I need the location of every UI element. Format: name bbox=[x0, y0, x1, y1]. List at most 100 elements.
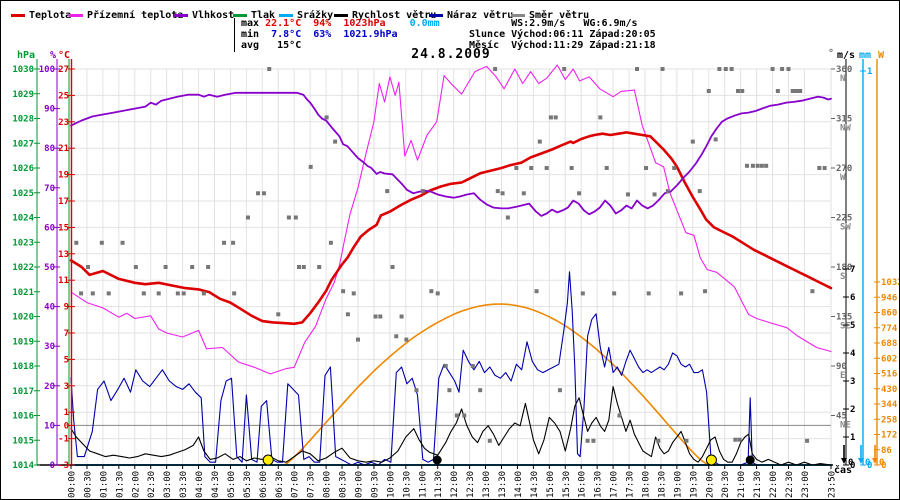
wind-direction-dot bbox=[435, 291, 440, 296]
x-tick-label: 21:30 bbox=[753, 471, 763, 498]
axis-tick-label: 1020 bbox=[12, 313, 34, 323]
axis-tick-label: 0 bbox=[848, 458, 853, 468]
wind-direction-dot bbox=[478, 388, 483, 393]
x-tick-label: 19:30 bbox=[689, 471, 699, 498]
wind-direction-dot bbox=[462, 413, 467, 418]
x-tick-label: 15:00 bbox=[546, 471, 556, 498]
axis-tick-label: -3 bbox=[58, 461, 69, 471]
x-tick-label: 05:00 bbox=[227, 471, 237, 498]
legend-item-3: Tlak bbox=[233, 5, 275, 21]
wind-direction-dot bbox=[585, 438, 590, 443]
wind-direction-dot bbox=[750, 163, 755, 168]
x-tick-label: 17:30 bbox=[626, 471, 636, 498]
wind-direction-dot bbox=[733, 437, 738, 442]
axis-tick-label: 1017 bbox=[12, 387, 34, 397]
axis-tick-label: 1014 bbox=[12, 461, 34, 471]
x-tick-label: 08:30 bbox=[339, 471, 349, 498]
axis-tick-label: 11 bbox=[58, 276, 69, 286]
axis-tick-label: 180 bbox=[836, 263, 852, 273]
wind-direction-dot bbox=[454, 413, 459, 418]
axis-tick-label: m/s bbox=[837, 50, 855, 61]
legend-label: Vlhkost bbox=[192, 10, 235, 21]
x-tick-label: 14:30 bbox=[530, 471, 540, 498]
legend-item-4: Srážky bbox=[279, 5, 333, 21]
axis-tick-label: NE bbox=[840, 421, 851, 431]
wind-direction-dot bbox=[373, 314, 378, 319]
x-tick-label: 18:30 bbox=[657, 471, 667, 498]
legend-item-1: Přízemní teplota bbox=[69, 5, 183, 21]
legend-swatch-icon bbox=[233, 14, 247, 17]
axis-tick-label: 1032 bbox=[881, 278, 899, 288]
axis-tick-label: W bbox=[878, 50, 885, 61]
x-tick-label: 02:00 bbox=[131, 471, 141, 498]
wind-direction-dot bbox=[617, 413, 622, 418]
wind-direction-dot bbox=[120, 240, 125, 245]
sun-marker-icon bbox=[705, 454, 717, 466]
stats-row: avg 15°C bbox=[241, 40, 302, 51]
wind-direction-dot bbox=[553, 115, 558, 120]
x-tick-label: 05:30 bbox=[243, 471, 253, 498]
wind-direction-dot bbox=[99, 240, 104, 245]
axis-tick-label: hPa bbox=[17, 50, 35, 61]
legend-label: Rychlost větru bbox=[352, 10, 437, 21]
axis-tick-label: ° bbox=[828, 48, 834, 59]
wind-direction-dot bbox=[562, 67, 567, 71]
axis-zero-arrow-icon bbox=[841, 458, 847, 464]
wind-direction-dot bbox=[163, 265, 168, 269]
axis-tick-label: 90 bbox=[44, 105, 55, 115]
wind-direction-dot bbox=[810, 289, 815, 294]
stats-block: max 22.1°C 94% 1023hPa 0.0mm min 7.8°C 63… bbox=[241, 18, 440, 51]
wind-direction-dot bbox=[351, 291, 356, 296]
axis-zero-arrow-icon bbox=[858, 458, 864, 464]
wind-direction-dot bbox=[256, 191, 261, 196]
axis-tick-label: 5 bbox=[64, 355, 69, 365]
wind-direction-dot bbox=[598, 115, 603, 120]
axis-tick-label: 1 bbox=[64, 408, 69, 418]
wind-direction-dot bbox=[79, 291, 84, 296]
wind-direction-dot bbox=[222, 240, 227, 245]
axis-tick-label: 135 bbox=[836, 313, 852, 323]
axis-tick-label: 7 bbox=[64, 329, 69, 339]
wind-direction-dot bbox=[301, 265, 306, 269]
legend-swatch-icon bbox=[174, 14, 188, 17]
axis-tick-label: W bbox=[840, 173, 846, 183]
axis-tick-label: 0 bbox=[850, 461, 855, 471]
wind-direction-dot bbox=[690, 139, 695, 144]
stats-divider bbox=[234, 18, 235, 52]
wind-direction-dot bbox=[308, 164, 313, 169]
legend-item-5: Rychlost větru bbox=[334, 5, 436, 21]
axis-tick-label: 270 bbox=[836, 164, 852, 174]
wind-direction-dot bbox=[86, 265, 91, 269]
axis-tick-label: -1 bbox=[58, 435, 69, 445]
axis-tick-label: 1024 bbox=[12, 214, 34, 224]
x-tick-label: 04:00 bbox=[195, 471, 205, 498]
axis-tick-label: 1018 bbox=[12, 362, 34, 372]
axis-tick-label: 774 bbox=[881, 324, 898, 334]
wind-direction-dot bbox=[286, 215, 291, 220]
wind-direction-dot bbox=[404, 337, 409, 342]
axis-tick-label: 19 bbox=[58, 171, 69, 181]
wind-direction-dot bbox=[548, 115, 553, 120]
wind-direction-dot bbox=[713, 137, 718, 142]
x-tick-label: 20:30 bbox=[721, 471, 731, 498]
axis-tick-label: NW bbox=[840, 124, 851, 134]
x-tick-label: 15:30 bbox=[562, 471, 572, 498]
axis-tick-label: 1 bbox=[850, 433, 855, 443]
axis-tick-label: 1028 bbox=[12, 115, 34, 125]
wind-direction-dot bbox=[679, 291, 684, 296]
wind-direction-dot bbox=[544, 166, 549, 170]
wind-direction-dot bbox=[786, 67, 791, 71]
axis-tick-label: 7 bbox=[850, 265, 855, 275]
axis-tick-label: SE bbox=[840, 322, 851, 332]
wind-direction-dot bbox=[805, 438, 810, 443]
wind-direction-dot bbox=[790, 89, 795, 93]
wind-direction-dot bbox=[514, 166, 519, 170]
x-tick-label: 02:30 bbox=[147, 471, 157, 498]
x-tick-label: 12:00 bbox=[450, 471, 460, 498]
wind-direction-dot bbox=[378, 314, 383, 319]
axis-tick-label: 1029 bbox=[12, 90, 34, 100]
axis-tick-label: 344 bbox=[881, 400, 898, 410]
axis-tick-label: 225 bbox=[836, 214, 852, 224]
